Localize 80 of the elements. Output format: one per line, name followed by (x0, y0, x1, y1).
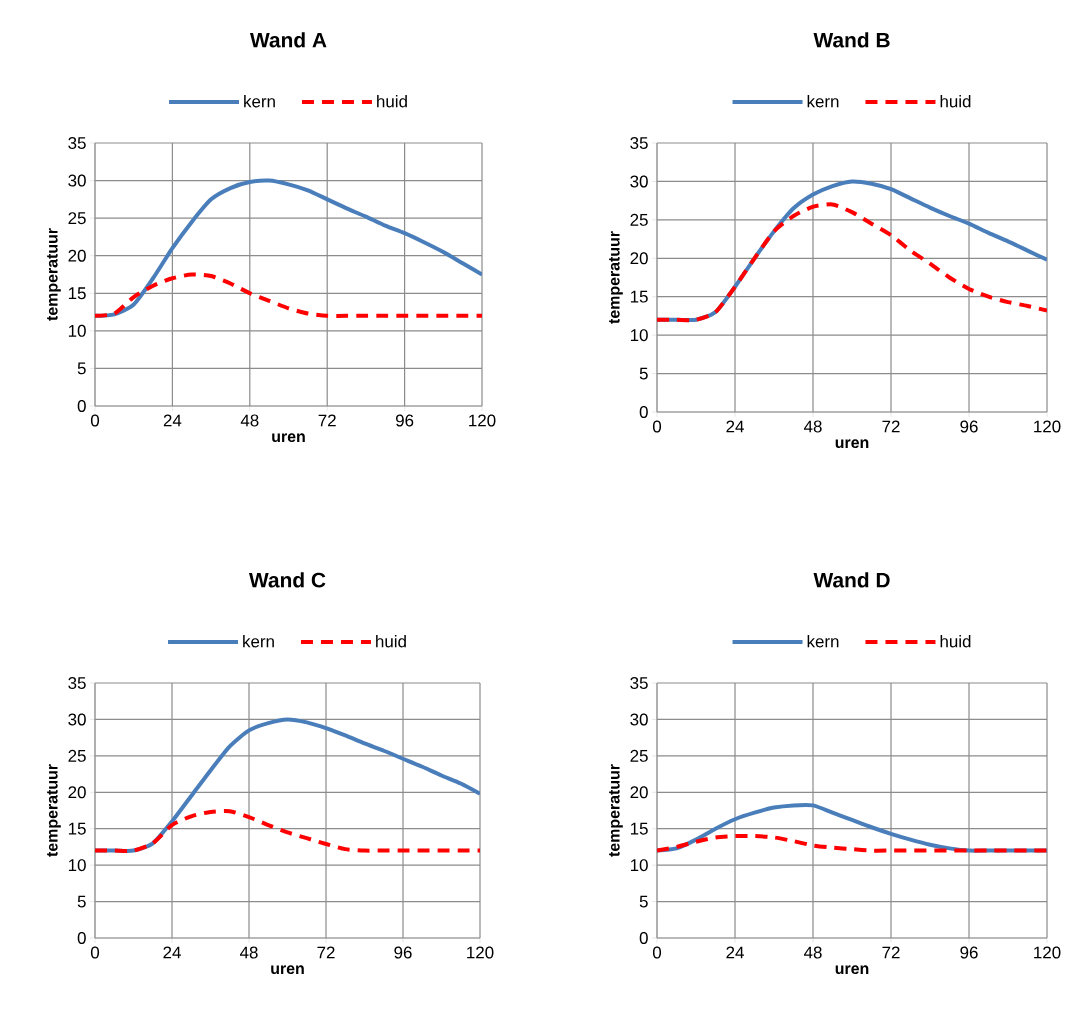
x-axis-title: uren (835, 965, 869, 975)
y-tick-label: 20 (68, 249, 86, 262)
y-tick-label: 5 (77, 895, 86, 908)
x-axis-title: uren (271, 965, 304, 975)
y-tick-label: 25 (68, 212, 86, 225)
x-tick-label: 96 (394, 946, 412, 959)
x-tick-label: 0 (652, 420, 662, 433)
x-tick-label: 72 (882, 420, 900, 433)
x-tick-label: 72 (317, 946, 335, 959)
y-axis-title: temperatuur (47, 228, 61, 321)
y-tick-label: 25 (630, 213, 648, 226)
y-tick-label: 10 (68, 859, 86, 872)
chart-title: Wand A (249, 32, 327, 48)
y-tick-label: 15 (68, 287, 86, 300)
x-tick-label: 120 (1034, 420, 1061, 433)
y-tick-label: 0 (639, 932, 648, 944)
y-tick-label: 35 (68, 677, 86, 689)
y-tick-label: 15 (630, 290, 648, 303)
chart-title: Wand D (813, 572, 890, 588)
y-tick-label: 35 (68, 136, 86, 149)
legend-label: kern (807, 95, 839, 108)
y-tick-label: 5 (639, 895, 648, 908)
y-tick-label: 30 (630, 713, 648, 726)
x-tick-label: 72 (318, 414, 336, 427)
y-tick-label: 10 (630, 859, 648, 872)
y-tick-label: 30 (630, 175, 648, 188)
line-series (657, 833, 1048, 853)
chart-title: Wand B (813, 32, 890, 48)
x-tick-label: 24 (726, 420, 744, 433)
y-tick-label: 30 (68, 174, 86, 187)
y-tick-label: 0 (77, 932, 86, 944)
x-tick-label: 24 (163, 946, 181, 959)
x-tick-label: 96 (960, 946, 978, 959)
y-tick-label: 10 (630, 329, 648, 342)
line-series (95, 809, 480, 853)
y-tick-label: 20 (630, 786, 648, 799)
x-tick-label: 24 (163, 414, 182, 427)
legend-label: kern (807, 635, 839, 648)
legend-label: huid (940, 635, 971, 648)
x-tick-label: 48 (803, 946, 822, 959)
y-tick-label: 35 (630, 677, 648, 689)
y-tick-label: 25 (630, 749, 648, 762)
y-tick-label: 5 (77, 362, 86, 375)
x-tick-label: 48 (803, 420, 822, 433)
x-axis-title: uren (835, 439, 869, 449)
x-tick-label: 96 (395, 414, 414, 427)
y-tick-label: 35 (630, 137, 648, 149)
y-tick-label: 20 (68, 786, 86, 799)
x-axis-title: uren (272, 433, 305, 443)
y-tick-label: 20 (630, 252, 648, 265)
line-series (95, 272, 482, 318)
legend-label: huid (940, 95, 971, 108)
x-tick-label: 120 (467, 946, 494, 959)
y-tick-label: 15 (68, 822, 86, 835)
y-tick-label: 0 (639, 405, 648, 418)
chart-title: Wand C (248, 572, 326, 588)
y-axis-title: temperatuur (47, 764, 61, 857)
line-series (657, 202, 1048, 323)
x-tick-label: 0 (90, 414, 100, 427)
x-tick-label: 48 (240, 414, 259, 427)
x-tick-label: 48 (239, 946, 258, 959)
y-tick-label: 5 (639, 367, 648, 380)
x-tick-label: 24 (726, 946, 744, 959)
legend-label: huid (377, 95, 407, 108)
legend-label: kern (243, 635, 274, 648)
y-tick-label: 30 (68, 713, 86, 726)
y-tick-label: 15 (630, 822, 648, 835)
legend-label: kern (244, 95, 275, 108)
x-tick-label: 0 (652, 946, 662, 959)
y-tick-label: 10 (68, 324, 86, 337)
y-tick-label: 25 (68, 749, 86, 762)
x-tick-label: 96 (960, 420, 978, 433)
y-axis-title: temperatuur (609, 764, 623, 857)
x-tick-label: 120 (1034, 946, 1061, 959)
x-tick-label: 120 (469, 414, 496, 427)
y-axis-title: temperatuur (609, 231, 623, 324)
legend-label: huid (376, 635, 406, 648)
x-tick-label: 72 (882, 946, 900, 959)
y-tick-label: 0 (77, 399, 86, 412)
x-tick-label: 0 (90, 946, 100, 959)
